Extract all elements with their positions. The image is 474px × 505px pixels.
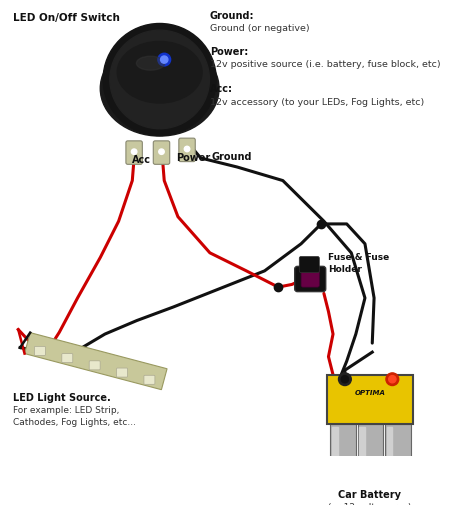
Ellipse shape bbox=[100, 41, 219, 136]
Polygon shape bbox=[25, 333, 167, 390]
Circle shape bbox=[158, 53, 171, 66]
Ellipse shape bbox=[117, 41, 202, 103]
Bar bbox=[387, 427, 392, 480]
FancyBboxPatch shape bbox=[327, 375, 413, 424]
Circle shape bbox=[389, 376, 396, 383]
Circle shape bbox=[386, 373, 399, 385]
Text: 12v positive source (i.e. battery, fuse block, etc): 12v positive source (i.e. battery, fuse … bbox=[210, 61, 440, 70]
FancyBboxPatch shape bbox=[295, 266, 326, 291]
FancyBboxPatch shape bbox=[153, 141, 170, 164]
Text: Acc: Acc bbox=[132, 156, 151, 165]
FancyBboxPatch shape bbox=[358, 424, 383, 483]
Bar bbox=[332, 427, 337, 480]
FancyBboxPatch shape bbox=[299, 257, 319, 273]
FancyBboxPatch shape bbox=[35, 346, 46, 356]
FancyBboxPatch shape bbox=[330, 424, 356, 483]
FancyBboxPatch shape bbox=[385, 424, 410, 483]
Circle shape bbox=[341, 376, 348, 383]
FancyBboxPatch shape bbox=[117, 368, 128, 377]
Text: Power:: Power: bbox=[210, 47, 248, 57]
Circle shape bbox=[161, 56, 168, 63]
Text: LED Light Source.: LED Light Source. bbox=[13, 393, 110, 403]
Circle shape bbox=[103, 23, 216, 135]
Circle shape bbox=[159, 149, 164, 155]
Text: 12v accessory (to your LEDs, Fog Lights, etc): 12v accessory (to your LEDs, Fog Lights,… bbox=[210, 97, 424, 107]
Text: Ground: Ground bbox=[212, 152, 252, 162]
Circle shape bbox=[338, 373, 351, 385]
Text: LED On/Off Switch: LED On/Off Switch bbox=[13, 13, 119, 23]
FancyBboxPatch shape bbox=[301, 271, 319, 287]
Ellipse shape bbox=[137, 56, 164, 70]
FancyBboxPatch shape bbox=[89, 361, 100, 370]
Text: Ground (or negative): Ground (or negative) bbox=[210, 24, 310, 33]
Text: OPTIMA: OPTIMA bbox=[355, 390, 385, 396]
FancyBboxPatch shape bbox=[62, 354, 73, 363]
Text: (or 12 volt source): (or 12 volt source) bbox=[328, 503, 411, 505]
Bar bbox=[359, 427, 365, 480]
Text: Power: Power bbox=[176, 154, 210, 164]
FancyBboxPatch shape bbox=[126, 141, 142, 164]
FancyBboxPatch shape bbox=[144, 375, 155, 384]
Circle shape bbox=[110, 30, 210, 129]
Text: Car Battery: Car Battery bbox=[338, 490, 401, 500]
Circle shape bbox=[184, 146, 190, 152]
Text: For example: LED Strip,
Cathodes, Fog Lights, etc...: For example: LED Strip, Cathodes, Fog Li… bbox=[13, 407, 136, 427]
Text: Fuse & Fuse
Holder: Fuse & Fuse Holder bbox=[328, 253, 390, 274]
FancyBboxPatch shape bbox=[179, 138, 195, 162]
Text: Ground:: Ground: bbox=[210, 11, 255, 21]
Circle shape bbox=[131, 149, 137, 155]
Text: Acc:: Acc: bbox=[210, 84, 233, 94]
